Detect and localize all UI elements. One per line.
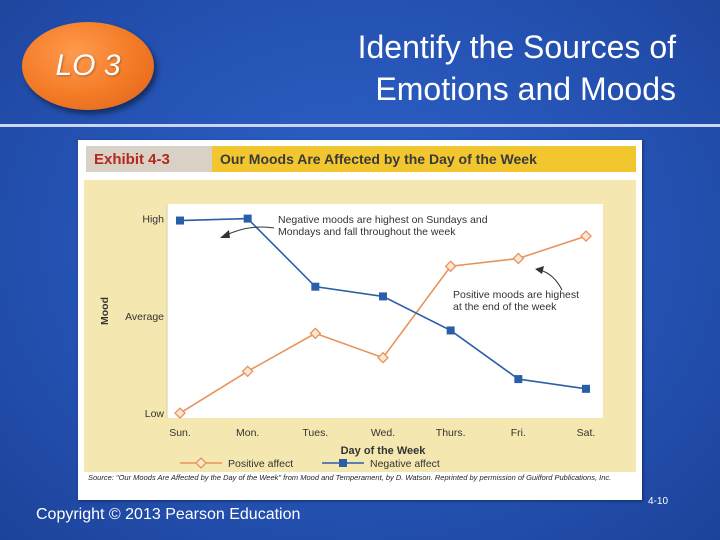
x-tick-label: Sat. (577, 427, 596, 439)
x-tick-label: Wed. (371, 427, 395, 439)
page-number: 4-10 (648, 496, 669, 507)
title-divider (0, 124, 720, 127)
lo-label: LO 3 (55, 49, 121, 82)
data-point-positive (241, 365, 254, 378)
slide-title: Identify the Sources of Emotions and Moo… (236, 26, 676, 110)
exhibit-header: Exhibit 4-3 Our Moods Are Affected by th… (78, 140, 642, 174)
slide-title-line-2: Emotions and Moods (375, 71, 676, 107)
y-tick-label: High (142, 214, 164, 226)
x-tick-label: Tues. (302, 427, 328, 439)
x-tick-label: Mon. (236, 427, 259, 439)
data-point-negative (379, 292, 387, 301)
annotation-negative-arrowhead (220, 230, 230, 238)
data-point-positive (512, 252, 525, 265)
annotation-positive-arrowhead (535, 266, 544, 274)
copyright: Copyright © 2013 Pearson Education (36, 506, 301, 523)
x-tick-label: Fri. (511, 427, 526, 439)
data-point-negative (243, 214, 252, 223)
slide-title-line-1: Identify the Sources of (357, 29, 676, 65)
x-axis-label: Day of the Week (341, 445, 427, 457)
legend-negative-marker (339, 459, 347, 467)
data-point-negative (514, 375, 523, 384)
data-point-negative (311, 282, 320, 291)
data-point-negative (176, 216, 184, 225)
plot-area (167, 204, 603, 418)
annotation-negative-text: Negative moods are highest on Sundays an… (278, 214, 488, 226)
exhibit-figure: Exhibit 4-3 Our Moods Are Affected by th… (78, 140, 642, 500)
y-tick-label: Average (125, 311, 164, 323)
data-point-negative (582, 384, 590, 393)
x-tick-label: Thurs. (436, 427, 466, 439)
y-tick-label: Low (145, 408, 165, 420)
data-point-positive (309, 327, 322, 340)
legend-positive-marker (195, 457, 207, 469)
data-point-positive (377, 351, 389, 364)
chart-panel: High Average Low Mood Sun. Mon. Tues. Wed. Thurs… (84, 180, 636, 472)
legend-positive-label: Positive affect (228, 458, 293, 470)
annotation-negative-text: Mondays and fall throughout the week (278, 226, 456, 238)
annotation-positive-text: at the end of the week (453, 301, 557, 313)
data-point-positive (444, 260, 457, 273)
data-point-positive (580, 230, 592, 243)
exhibit-heading: Our Moods Are Affected by the Day of the… (212, 146, 636, 172)
annotation-positive-text: Positive moods are highest (453, 289, 579, 301)
mood-chart: High Average Low Mood Sun. Mon. Tues. Wed. Thurs… (84, 180, 636, 472)
exhibit-tag: Exhibit 4-3 (86, 146, 212, 172)
data-point-positive (174, 407, 186, 420)
x-tick-label: Sun. (169, 427, 191, 439)
lo-badge: LO 3 (22, 22, 154, 110)
y-axis-label: Mood (99, 297, 111, 325)
legend-negative-label: Negative affect (370, 458, 440, 470)
exhibit-source: Source: "Our Moods Are Affected by the D… (88, 473, 612, 482)
data-point-negative (446, 326, 455, 335)
